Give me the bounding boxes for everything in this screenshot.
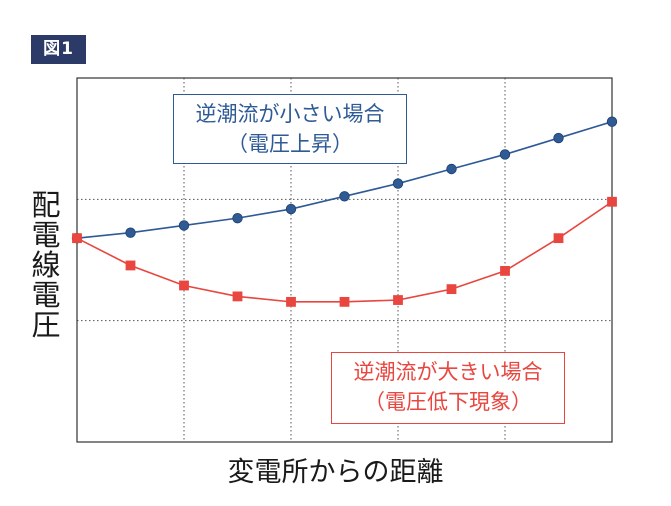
data-point-square bbox=[72, 233, 82, 244]
annotation-small-line2: （電圧上昇） bbox=[227, 132, 353, 156]
annotation-large-reverse-flow: 逆潮流が大きい場合 （電圧低下現象） bbox=[331, 352, 565, 424]
data-point-square bbox=[393, 295, 403, 305]
data-point-square bbox=[125, 260, 136, 271]
data-point-circle bbox=[339, 191, 350, 202]
y-axis-label: 配電線電圧 bbox=[28, 190, 64, 340]
data-point-square bbox=[232, 291, 243, 302]
data-point-square bbox=[446, 284, 457, 295]
data-point-square bbox=[500, 266, 510, 276]
y-axis-label-char: 電 bbox=[31, 278, 61, 312]
data-point-square bbox=[179, 280, 189, 291]
data-point-circle bbox=[392, 178, 404, 189]
data-point-circle bbox=[606, 116, 618, 127]
data-point-circle bbox=[553, 132, 564, 144]
data-point-circle bbox=[499, 149, 511, 160]
data-point-square bbox=[553, 233, 564, 244]
annotation-large-line1: 逆潮流が大きい場合 bbox=[353, 360, 543, 384]
x-axis-label: 変電所からの距離 bbox=[227, 457, 444, 488]
y-axis-label-char: 配 bbox=[31, 188, 61, 222]
annotation-small-line1: 逆潮流が小さい場合 bbox=[195, 102, 385, 126]
chart-series bbox=[71, 116, 618, 307]
annotation-small-reverse-flow: 逆潮流が小さい場合 （電圧上昇） bbox=[173, 94, 407, 164]
data-point-circle bbox=[178, 220, 190, 231]
annotation-large-line2: （電圧低下現象） bbox=[364, 390, 532, 414]
data-point-circle bbox=[125, 227, 136, 238]
y-axis-label-char: 電 bbox=[31, 218, 61, 252]
y-axis-label-char: 圧 bbox=[31, 308, 61, 342]
data-point-square bbox=[607, 196, 617, 207]
figure-label: 図1 bbox=[31, 35, 86, 64]
plot-area-frame bbox=[76, 77, 613, 443]
data-point-circle bbox=[446, 163, 457, 175]
y-axis-label-char: 線 bbox=[31, 248, 61, 282]
data-point-square bbox=[339, 296, 350, 307]
data-point-square bbox=[286, 296, 296, 307]
data-point-circle bbox=[232, 212, 243, 224]
data-point-circle bbox=[285, 203, 297, 215]
series-line-1 bbox=[76, 201, 613, 303]
